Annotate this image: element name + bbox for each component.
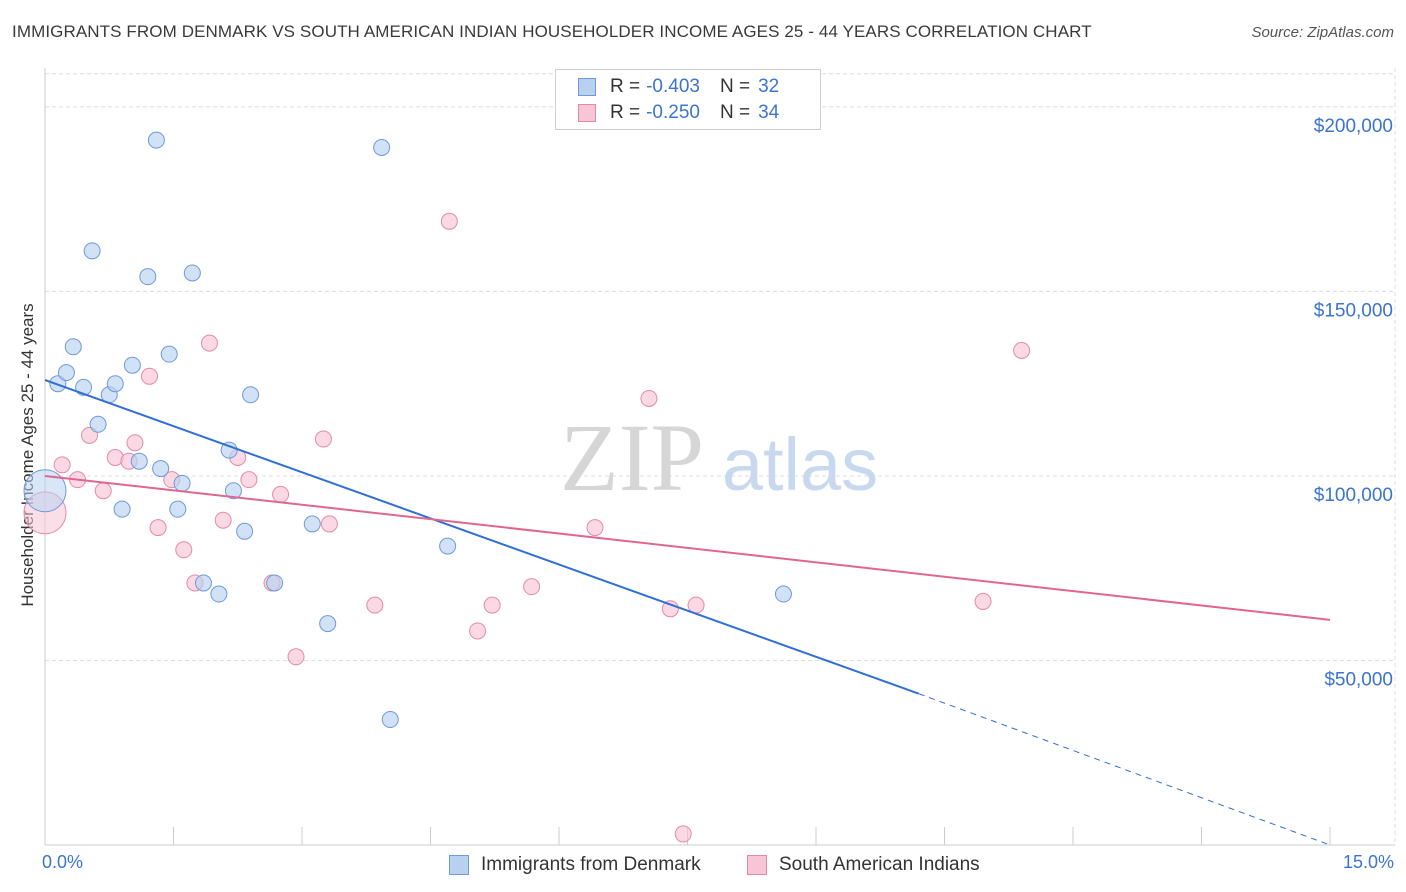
data-point	[89, 415, 107, 433]
gridlines	[45, 73, 1395, 661]
watermark: ZIP atlas	[560, 404, 878, 511]
data-point	[123, 356, 141, 374]
data-point	[83, 242, 101, 260]
series-legend-denmark: Immigrants from Denmark	[449, 853, 701, 877]
data-point	[183, 264, 201, 282]
data-point	[175, 541, 193, 559]
legend-r-label: R =	[610, 76, 641, 97]
series-immigrants-from-denmark	[23, 131, 792, 729]
stats-legend: R = -0.403 N = 32 R = -0.250 N = 34	[555, 69, 821, 130]
data-point	[64, 338, 82, 356]
data-point	[236, 522, 254, 540]
data-point	[366, 596, 384, 614]
data-point	[266, 574, 284, 592]
data-point	[200, 334, 218, 352]
series-legend-label: Immigrants from Denmark	[481, 854, 701, 875]
data-point	[303, 515, 321, 533]
data-point	[194, 574, 212, 592]
data-point	[53, 456, 71, 474]
trend-line-denmark-extension	[918, 693, 1331, 846]
trend-line-denmark	[44, 379, 920, 695]
y-tick-label: $50,000	[1324, 669, 1393, 690]
legend-r-value: -0.403	[646, 76, 700, 97]
data-point	[272, 485, 290, 503]
data-point	[169, 500, 187, 518]
data-point	[113, 500, 131, 518]
legend-r-value: -0.250	[646, 102, 700, 123]
legend-r-label: R =	[610, 102, 641, 123]
data-point	[1013, 341, 1031, 359]
legend-n-label: N =	[719, 76, 751, 97]
trend-line-south-american	[44, 474, 1331, 621]
data-point	[147, 131, 165, 149]
data-point	[287, 648, 305, 666]
data-point	[126, 434, 144, 452]
data-point	[214, 511, 232, 529]
data-point	[674, 825, 692, 843]
data-point	[483, 596, 501, 614]
data-point	[381, 711, 399, 729]
data-point	[173, 474, 191, 492]
data-point	[586, 519, 604, 537]
series-legend-swatch-pink	[747, 855, 767, 875]
y-tick-labels: $50,000 $100,000 $150,000 $200,000	[1314, 116, 1393, 691]
trend-lines	[44, 379, 1331, 846]
data-point	[220, 441, 238, 459]
data-point	[661, 600, 679, 618]
source-label: Source: ZipAtlas.com	[1251, 24, 1394, 41]
data-point	[149, 519, 167, 537]
data-point	[141, 367, 159, 385]
data-point	[224, 482, 242, 500]
series-legend-swatch-blue	[449, 855, 469, 875]
data-point-large	[23, 469, 67, 513]
y-tick-label: $200,000	[1314, 116, 1393, 137]
data-point	[440, 212, 458, 230]
data-point	[640, 389, 658, 407]
data-point	[320, 515, 338, 533]
data-point	[160, 345, 178, 363]
legend-row-south-american: R = -0.250 N = 34	[578, 100, 799, 126]
watermark-atlas: atlas	[722, 423, 878, 506]
legend-row-denmark: R = -0.403 N = 32	[578, 74, 799, 100]
watermark-zip: ZIP	[560, 404, 704, 511]
data-point	[774, 585, 792, 603]
legend-swatch-pink	[578, 104, 596, 122]
y-tick-label: $100,000	[1314, 485, 1393, 506]
data-point	[106, 375, 124, 393]
legend-n-label: N =	[719, 102, 751, 123]
data-point	[373, 139, 391, 156]
data-point	[974, 592, 992, 610]
legend-n-value: 32	[758, 76, 780, 97]
data-point	[94, 482, 112, 500]
data-point	[439, 537, 457, 555]
data-point	[57, 364, 75, 382]
legend-n-value: 34	[758, 102, 780, 123]
legend-swatch-blue	[578, 78, 596, 96]
data-point	[242, 386, 260, 404]
data-point	[210, 585, 228, 603]
data-point	[139, 268, 157, 286]
chart-title: IMMIGRANTS FROM DENMARK VS SOUTH AMERICA…	[12, 22, 1092, 41]
data-point	[314, 430, 332, 448]
series-south-american-indians	[23, 212, 1031, 843]
x-tick-max: 15.0%	[1342, 852, 1394, 872]
data-point	[469, 622, 487, 640]
series-legend-south-american: South American Indians	[747, 853, 980, 877]
y-tick-label: $150,000	[1314, 300, 1393, 321]
series-legend-label: South American Indians	[779, 854, 980, 875]
axes	[44, 68, 1396, 846]
data-point	[152, 460, 170, 478]
data-point	[319, 615, 337, 633]
x-tick-min: 0.0%	[42, 852, 84, 872]
data-point	[130, 452, 148, 470]
data-point	[240, 471, 258, 489]
data-point	[523, 578, 541, 596]
